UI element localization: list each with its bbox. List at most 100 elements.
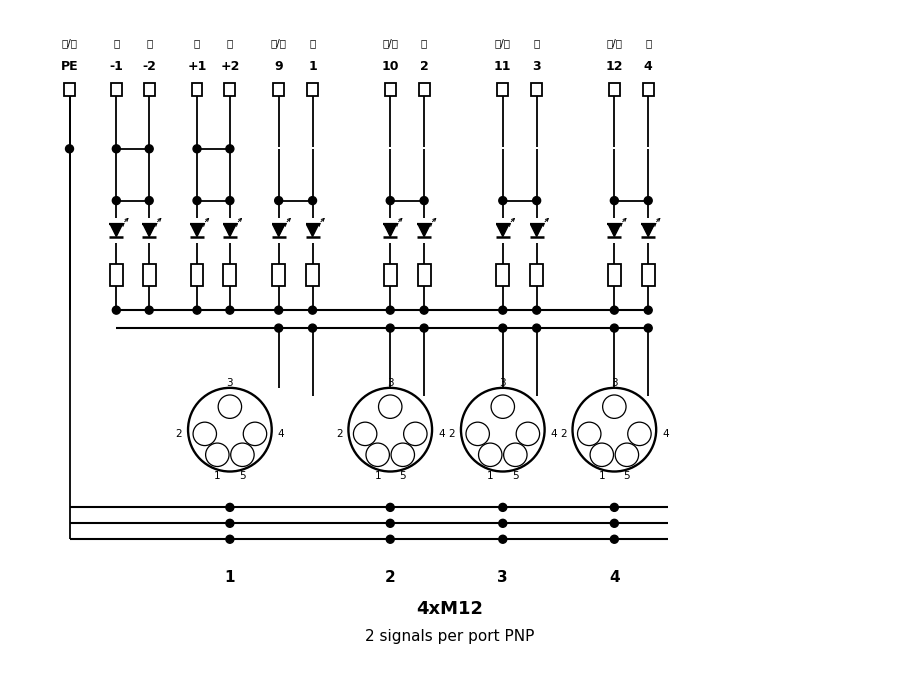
Text: 1: 1 xyxy=(598,471,605,481)
Text: 蓝: 蓝 xyxy=(146,38,152,48)
Circle shape xyxy=(226,519,234,527)
Text: 3: 3 xyxy=(532,60,541,73)
Bar xyxy=(272,265,285,286)
Text: 灰: 灰 xyxy=(645,38,652,48)
Circle shape xyxy=(188,388,272,472)
Text: 4xM12: 4xM12 xyxy=(417,600,483,618)
Text: -2: -2 xyxy=(142,60,156,73)
Text: 白: 白 xyxy=(310,38,316,48)
Bar xyxy=(224,83,236,96)
Circle shape xyxy=(193,145,201,153)
Bar xyxy=(643,83,653,96)
Circle shape xyxy=(218,395,241,419)
Circle shape xyxy=(644,197,652,204)
Circle shape xyxy=(578,422,601,446)
Text: PE: PE xyxy=(60,60,78,73)
Text: 灰/粉: 灰/粉 xyxy=(271,38,287,48)
Bar xyxy=(307,83,318,96)
Polygon shape xyxy=(143,225,155,237)
Circle shape xyxy=(193,306,201,314)
Circle shape xyxy=(610,536,618,543)
Text: 4: 4 xyxy=(609,570,620,584)
Circle shape xyxy=(226,197,234,204)
Polygon shape xyxy=(497,225,508,237)
Circle shape xyxy=(644,324,652,332)
Circle shape xyxy=(403,422,427,446)
Text: 5: 5 xyxy=(400,471,406,481)
Text: 2: 2 xyxy=(336,429,343,439)
Bar xyxy=(642,265,654,286)
Circle shape xyxy=(533,306,541,314)
Circle shape xyxy=(226,536,234,543)
Circle shape xyxy=(386,519,394,527)
Circle shape xyxy=(504,443,527,466)
Text: -1: -1 xyxy=(110,60,123,73)
Circle shape xyxy=(309,324,317,332)
Circle shape xyxy=(610,503,618,512)
Text: 2: 2 xyxy=(385,570,396,584)
Circle shape xyxy=(309,197,317,204)
Circle shape xyxy=(420,324,428,332)
Text: 棕/绿: 棕/绿 xyxy=(607,38,622,48)
Circle shape xyxy=(145,306,153,314)
Bar xyxy=(608,265,621,286)
Circle shape xyxy=(386,197,394,204)
Text: 1: 1 xyxy=(487,471,493,481)
Text: 4: 4 xyxy=(662,429,669,439)
Text: +1: +1 xyxy=(187,60,207,73)
Circle shape xyxy=(309,306,317,314)
Circle shape xyxy=(230,443,254,466)
Circle shape xyxy=(603,395,626,419)
Text: 1: 1 xyxy=(214,471,220,481)
Circle shape xyxy=(366,443,390,466)
Circle shape xyxy=(226,503,234,512)
Circle shape xyxy=(420,306,428,314)
Text: 红/蓝: 红/蓝 xyxy=(382,38,398,48)
Circle shape xyxy=(610,519,618,527)
Polygon shape xyxy=(273,225,284,237)
Polygon shape xyxy=(608,225,620,237)
Text: 4: 4 xyxy=(277,429,284,439)
Circle shape xyxy=(572,388,656,472)
Circle shape xyxy=(533,324,541,332)
Circle shape xyxy=(517,422,540,446)
Bar xyxy=(385,83,396,96)
Circle shape xyxy=(226,306,234,314)
Text: 5: 5 xyxy=(624,471,630,481)
Circle shape xyxy=(274,306,283,314)
Text: 棕: 棕 xyxy=(227,38,233,48)
Circle shape xyxy=(392,443,415,466)
Circle shape xyxy=(610,306,618,314)
Circle shape xyxy=(145,197,153,204)
Text: 蓝: 蓝 xyxy=(113,38,120,48)
Text: 棕: 棕 xyxy=(194,38,200,48)
Text: 3: 3 xyxy=(611,378,617,388)
Bar xyxy=(274,83,284,96)
Bar xyxy=(143,265,156,286)
Text: 绿: 绿 xyxy=(421,38,428,48)
Circle shape xyxy=(499,306,507,314)
Text: 白/绿: 白/绿 xyxy=(495,38,511,48)
Circle shape xyxy=(274,197,283,204)
Bar xyxy=(418,83,429,96)
Circle shape xyxy=(226,145,234,153)
Circle shape xyxy=(499,503,507,512)
Text: 1: 1 xyxy=(374,471,381,481)
Circle shape xyxy=(610,324,618,332)
Circle shape xyxy=(274,324,283,332)
Circle shape xyxy=(479,443,502,466)
Polygon shape xyxy=(111,225,122,237)
Circle shape xyxy=(420,197,428,204)
Bar xyxy=(530,265,543,286)
Bar xyxy=(306,265,319,286)
Text: 10: 10 xyxy=(382,60,399,73)
Circle shape xyxy=(627,422,652,446)
Circle shape xyxy=(112,145,121,153)
Text: 2: 2 xyxy=(176,429,182,439)
Text: 12: 12 xyxy=(606,60,623,73)
Bar xyxy=(531,83,542,96)
Bar xyxy=(418,265,430,286)
Text: 黄: 黄 xyxy=(534,38,540,48)
Text: 2: 2 xyxy=(448,429,455,439)
Circle shape xyxy=(386,503,394,512)
